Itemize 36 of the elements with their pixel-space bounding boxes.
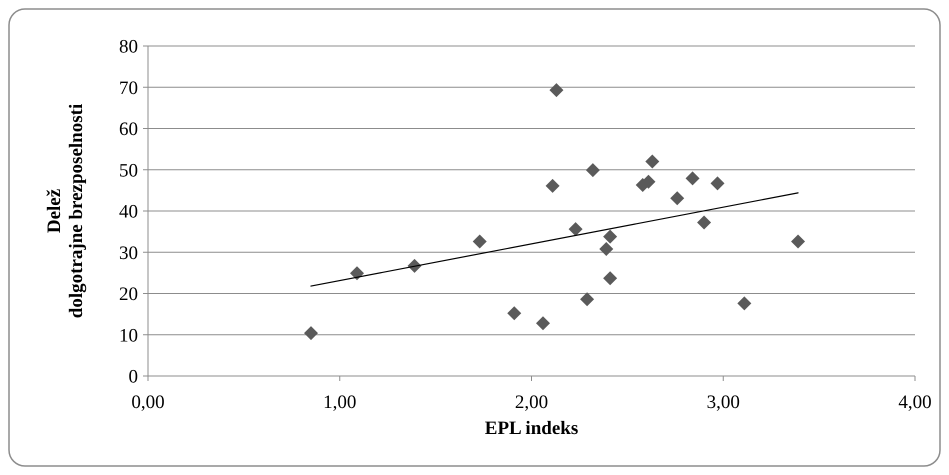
point	[472, 234, 487, 249]
y-tick-label: 0	[128, 366, 138, 388]
point	[603, 230, 618, 244]
y-tick-label: 40	[119, 202, 138, 223]
y-tick-label: 30	[119, 242, 138, 264]
x-tick-label: 2,00	[514, 392, 548, 413]
y-tick-label: 70	[119, 78, 138, 99]
point	[536, 316, 550, 330]
y-tick-label: 60	[119, 119, 138, 140]
x-tick-label: 4,00	[898, 392, 932, 413]
point	[568, 222, 583, 236]
x-tick-label: 3,00	[706, 392, 740, 413]
point	[710, 176, 724, 190]
y-tick-label: 50	[119, 160, 138, 182]
point	[549, 83, 564, 98]
point	[507, 306, 522, 320]
point	[645, 154, 660, 168]
point	[546, 178, 560, 193]
y-axis-title: Delež dolgotrajne brezposelnosti	[44, 104, 87, 318]
x-tick-label: 0,00	[131, 392, 165, 413]
point	[791, 234, 806, 249]
point	[304, 326, 318, 340]
point	[586, 163, 600, 178]
point	[350, 266, 364, 280]
point	[580, 292, 594, 306]
point	[599, 242, 614, 256]
point	[670, 191, 684, 206]
y-tick-label: 10	[119, 325, 138, 346]
x-axis-title: EPL indeks	[484, 418, 578, 439]
point	[603, 271, 618, 286]
point	[737, 296, 752, 310]
point	[697, 216, 712, 230]
x-tick-label: 1,00	[323, 392, 356, 413]
y-tick-label: 20	[119, 284, 138, 306]
y-tick-label: 80	[119, 36, 138, 58]
point	[686, 171, 700, 186]
